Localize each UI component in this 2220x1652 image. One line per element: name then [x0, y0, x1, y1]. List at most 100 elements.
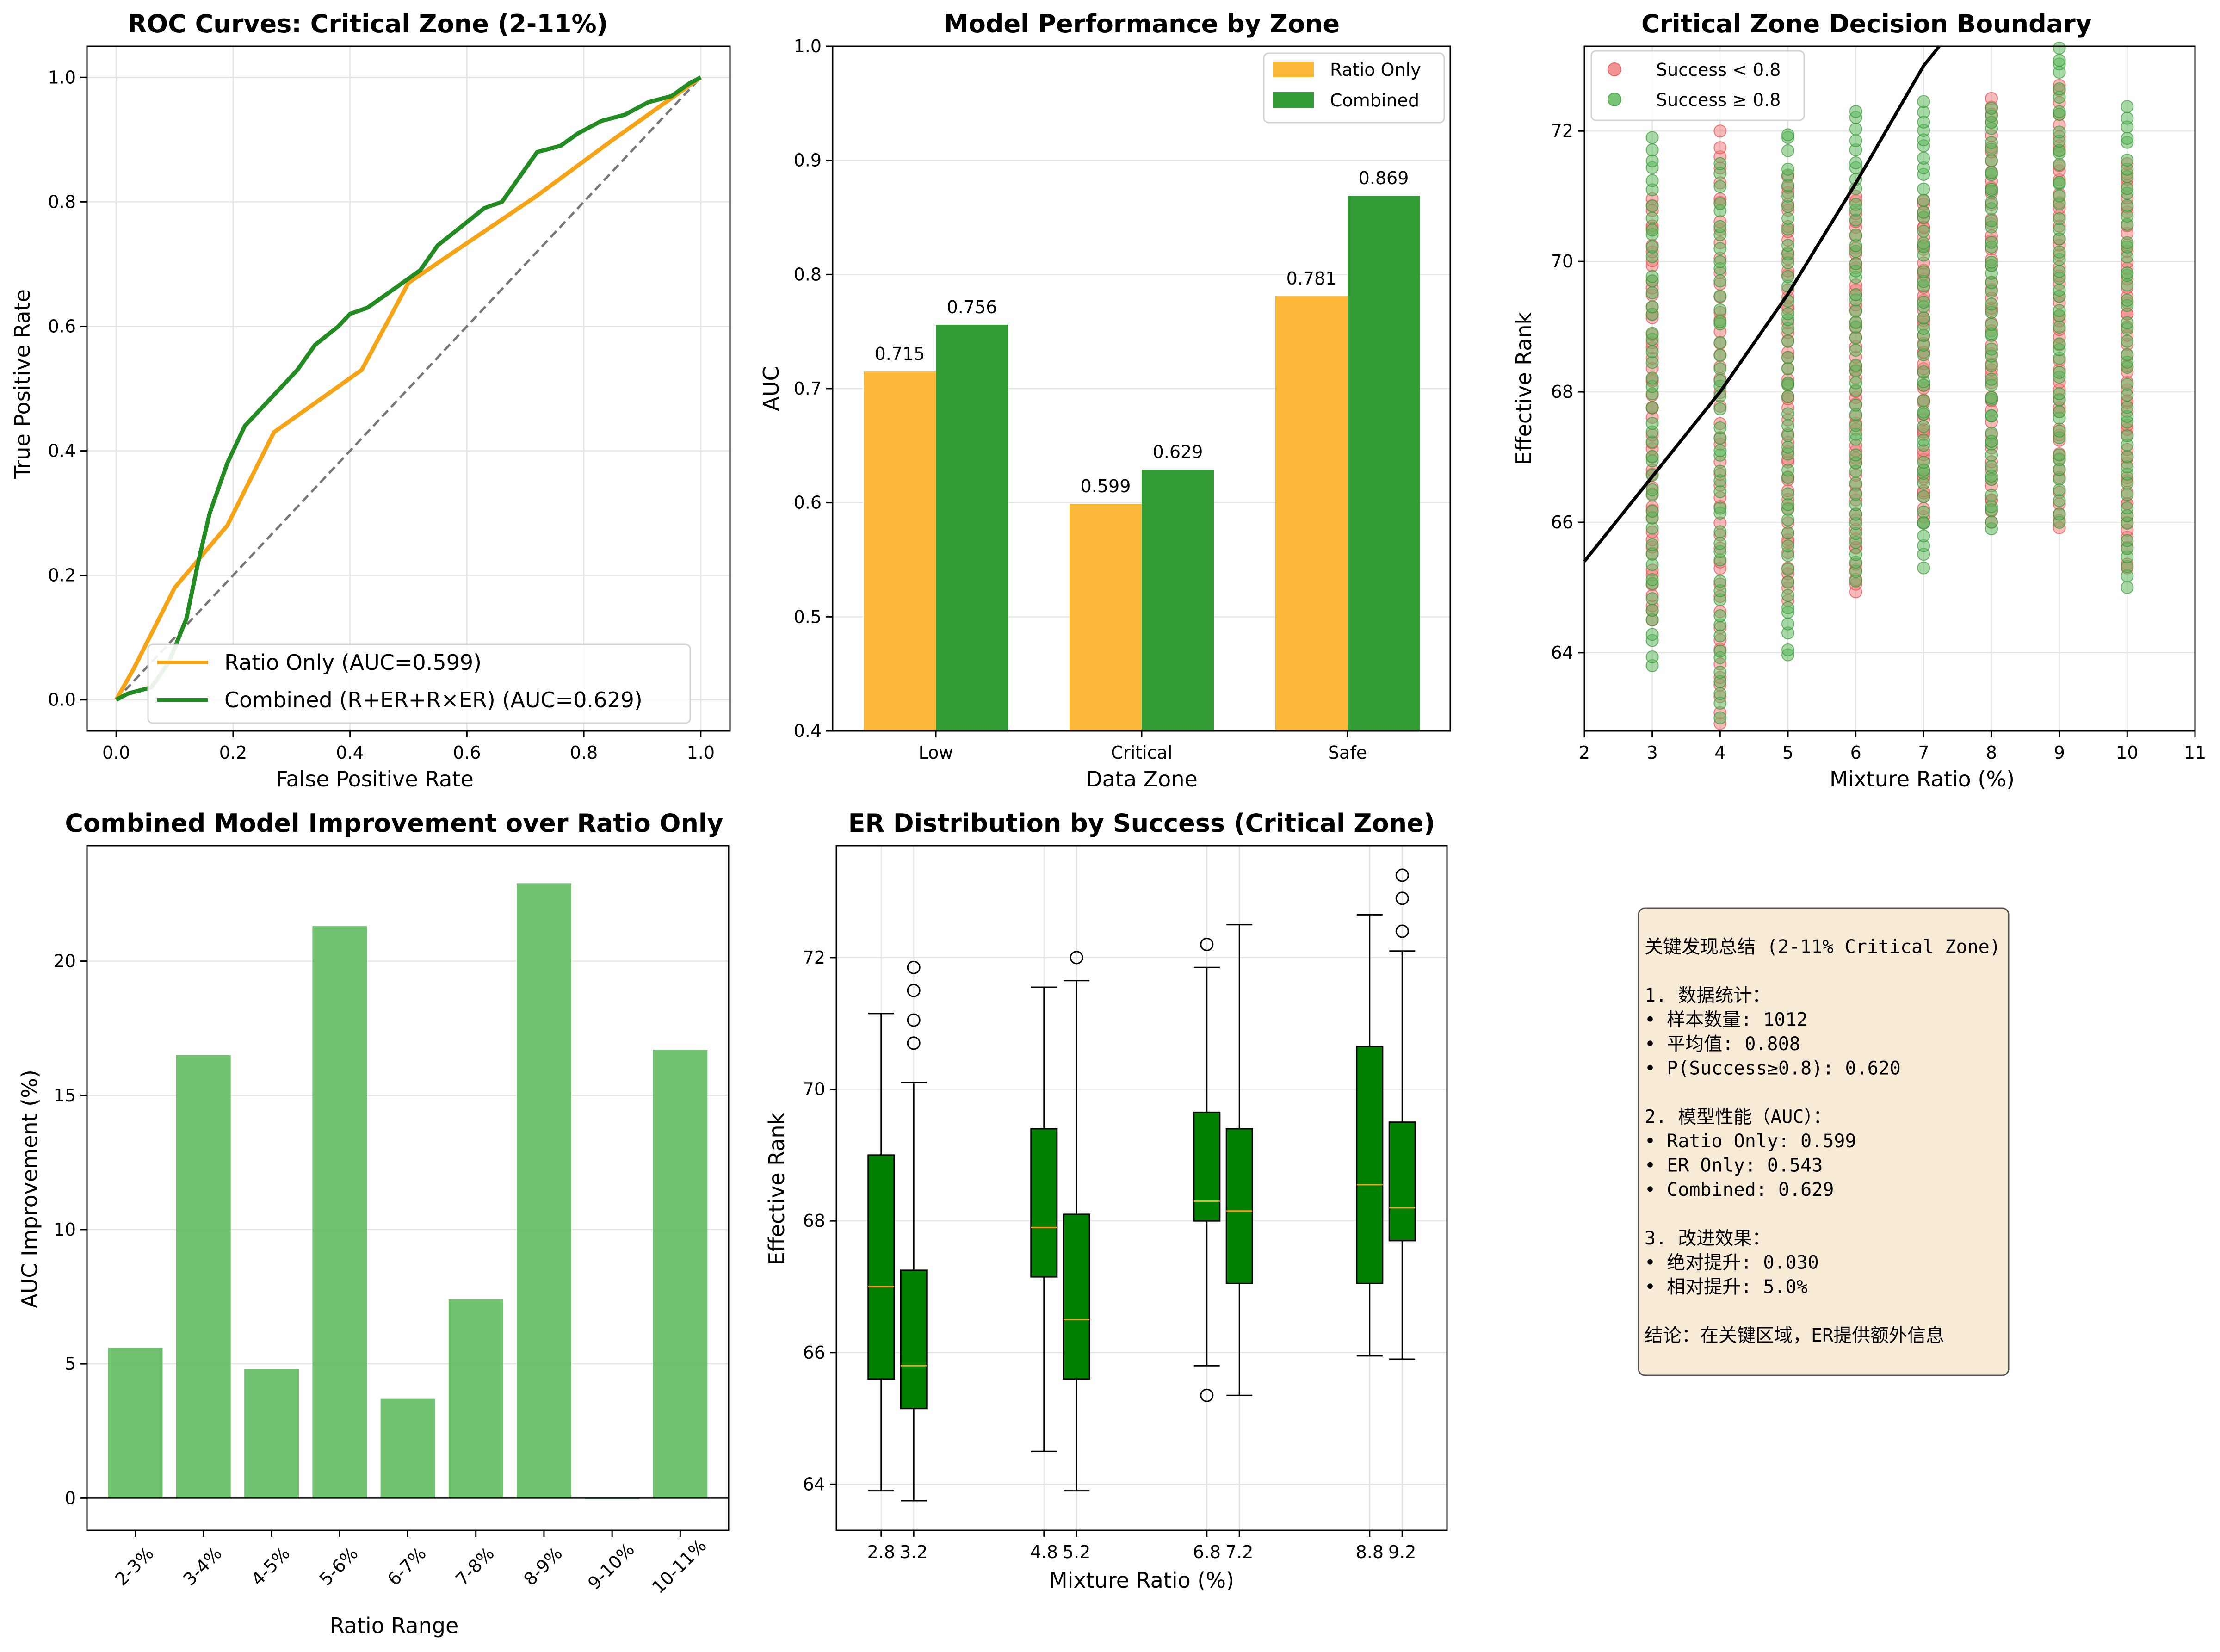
point-success [1645, 371, 1659, 385]
point-success [1781, 239, 1794, 252]
point-success [1917, 265, 1930, 278]
boundary-xtick-label: 10 [2116, 742, 2138, 763]
boundary-xtick-label: 5 [1782, 742, 1793, 763]
point-success [1985, 515, 1998, 529]
roc-legend-ratio: Ratio Only (AUC=0.599) [224, 650, 482, 675]
point-success [2121, 182, 2134, 195]
point-success [1713, 444, 1727, 458]
point-success [1781, 390, 1794, 403]
point-success [2121, 316, 2134, 329]
info-line: • 样本数量: 1012 [1645, 1009, 1808, 1031]
auc-bar [1142, 470, 1214, 731]
point-success [1713, 501, 1727, 515]
point-success [2053, 483, 2066, 496]
auc-ytick-label: 0.8 [794, 264, 822, 285]
boxplot-plot-frame [835, 845, 1448, 1531]
improvement-bar [380, 1398, 435, 1498]
point-success [1985, 409, 1998, 422]
point-success [1917, 151, 1930, 165]
point-success [1713, 349, 1727, 362]
boundary-xlabel: Mixture Ratio (%) [1830, 767, 2015, 792]
point-success [1985, 489, 1998, 502]
point-success [1645, 417, 1659, 430]
point-success [1781, 563, 1794, 576]
improvement-ytick-label: 5 [65, 1354, 76, 1374]
boundary-xtick-label: 3 [1647, 742, 1658, 763]
point-success [2121, 236, 2134, 249]
auc-bar-value-label: 0.781 [1286, 268, 1337, 289]
point-success [2053, 54, 2066, 67]
box-outlier [907, 1013, 921, 1027]
auc-bar-value-label: 0.756 [947, 297, 997, 317]
auc-ytick-label: 1.0 [794, 36, 822, 56]
box-outlier [1200, 1388, 1214, 1402]
point-success [2053, 507, 2066, 521]
improvement-xtick-label: 9-10% [584, 1539, 638, 1594]
boundary-legend-success: Success ≥ 0.8 [1656, 90, 1781, 110]
point-success [2053, 405, 2066, 418]
point-success [1985, 427, 1998, 440]
point-success [1849, 398, 1862, 412]
improvement-chart-title: Combined Model Improvement over Ratio On… [65, 809, 723, 838]
point-success [2121, 154, 2134, 167]
point-success [2053, 448, 2066, 462]
boxplot-ylabel: Effective Rank [764, 1113, 789, 1266]
info-line: • 相对提升: 5.0% [1645, 1276, 1808, 1298]
point-success [2121, 488, 2134, 501]
improvement-bar [108, 1348, 163, 1498]
point-success [1713, 711, 1727, 724]
point-success [1985, 391, 1998, 404]
roc-xtick-label: 0.6 [453, 742, 481, 763]
improvement-xtick-label: 5-6% [315, 1543, 362, 1590]
point-success [1849, 156, 1862, 169]
auc-legend-ratio: Ratio Only [1330, 60, 1421, 80]
boundary-xtick-label: 2 [1579, 742, 1590, 763]
point-success [1781, 487, 1794, 501]
boxplot-xlabel: Mixture Ratio (%) [1049, 1568, 1234, 1593]
point-success [1781, 643, 1794, 656]
auc-ylabel: AUC [759, 366, 784, 411]
point-success [1713, 537, 1727, 550]
point-success [2121, 111, 2134, 125]
point-success [1849, 288, 1862, 302]
point-success [2121, 266, 2134, 280]
auc-bar [1348, 196, 1420, 731]
improvement-xlabel: Ratio Range [330, 1613, 459, 1638]
point-success [1713, 525, 1727, 538]
box-outlier [907, 984, 921, 997]
box-iqr [1193, 1111, 1221, 1222]
point-success [1713, 255, 1727, 268]
info-line: • 平均值: 0.808 [1645, 1033, 1800, 1055]
box-outlier [1395, 868, 1409, 882]
point-success [1781, 407, 1794, 421]
improvement-bar [653, 1050, 708, 1498]
boundary-ytick-label: 64 [1551, 643, 1573, 663]
improvement-bar [176, 1055, 231, 1498]
decision-boundary-curve [1583, 45, 1941, 563]
roc-ytick-label: 1.0 [48, 67, 76, 87]
point-success [1645, 592, 1659, 606]
boundary-plot-frame [1583, 45, 2196, 732]
improvement-ylabel: AUC Improvement (%) [17, 1070, 42, 1308]
point-success [1645, 174, 1659, 187]
summary-info-box: 关键发现总结 (2-11% Critical Zone) 1. 数据统计： • 样… [1638, 907, 2010, 1376]
point-success [2053, 223, 2066, 236]
point-success [1713, 464, 1727, 478]
point-success [1781, 617, 1794, 631]
point-success [1713, 157, 1727, 170]
point-fail [1713, 124, 1727, 138]
point-success [1985, 460, 1998, 473]
point-success [2053, 337, 2066, 351]
boxplot-ytick-label: 64 [803, 1474, 825, 1494]
point-success [1713, 485, 1727, 498]
auc-chart-title: Model Performance by Zone [944, 9, 1340, 38]
point-success [1917, 296, 1930, 309]
box-iqr [1063, 1213, 1090, 1380]
point-success [1713, 242, 1727, 255]
roc-xtick-label: 0.2 [219, 742, 247, 763]
boundary-ytick-label: 72 [1551, 121, 1573, 141]
boundary-ytick-label: 68 [1551, 382, 1573, 402]
point-success [1781, 334, 1794, 348]
box-iqr [867, 1154, 895, 1380]
boxplot-ytick-label: 72 [803, 947, 825, 968]
